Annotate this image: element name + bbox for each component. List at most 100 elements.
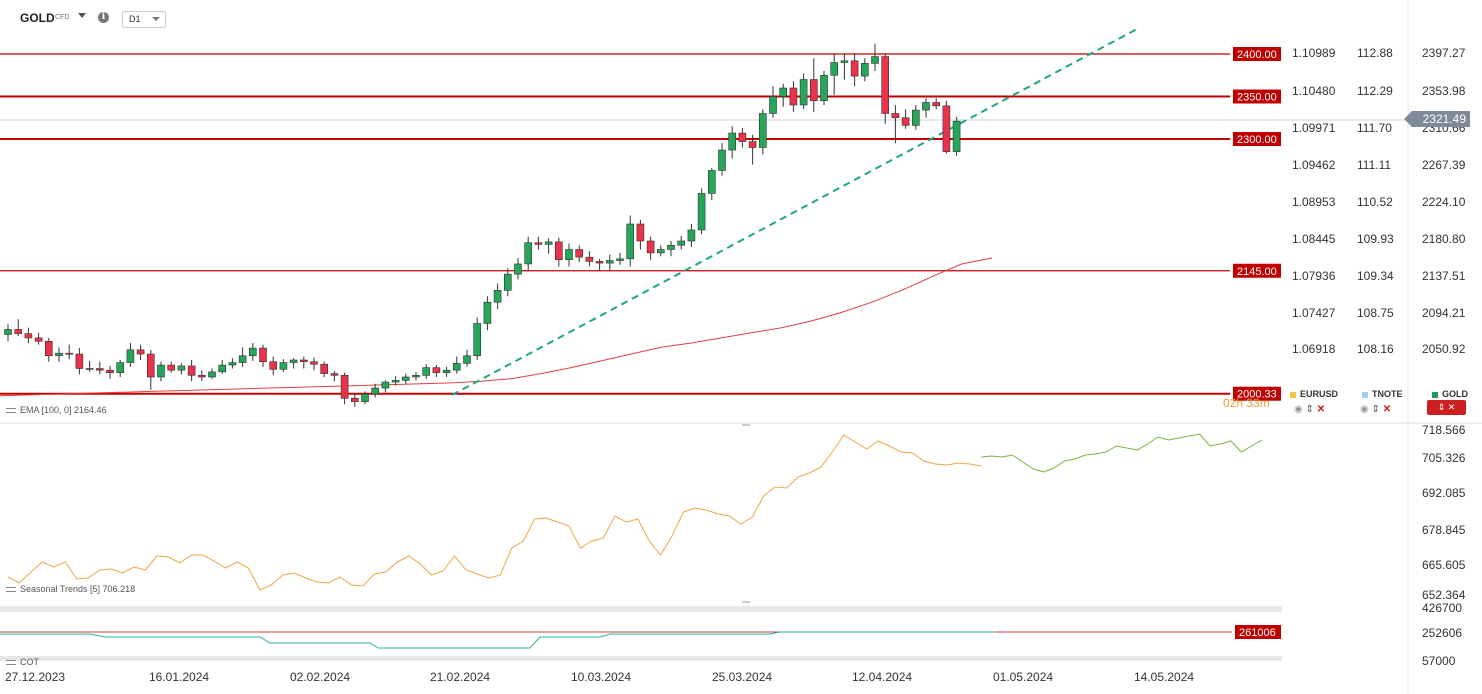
indicator-icon: [6, 587, 16, 593]
date-tick: 14.05.2024: [1134, 670, 1194, 684]
candle: [55, 347, 63, 362]
reorder-icon[interactable]: ⇕: [1437, 402, 1446, 412]
date-tick: 25.03.2024: [712, 670, 772, 684]
candle-body: [636, 223, 645, 242]
candle: [769, 86, 777, 118]
candle: [779, 83, 788, 107]
symbol-name[interactable]: GOLD: [20, 11, 55, 25]
candle-body: [422, 367, 431, 376]
seasonal-legend[interactable]: Seasonal Trends [5] 706.218: [6, 584, 135, 594]
seasonal-tick: 652.364: [1422, 588, 1466, 602]
candle: [687, 224, 696, 247]
candle: [850, 53, 859, 87]
close-icon[interactable]: ✕: [1316, 404, 1326, 415]
date-tick: 01.05.2024: [993, 670, 1053, 684]
candle: [922, 98, 930, 118]
gold-tick: 2224.10: [1422, 195, 1466, 209]
candle-body: [463, 355, 471, 364]
cot-legend[interactable]: COT: [6, 657, 39, 667]
candle-body: [534, 242, 543, 245]
eurusd-tick: 1.07936: [1292, 269, 1336, 283]
candle-body: [707, 170, 716, 194]
candle-body: [299, 359, 308, 362]
candle-body: [340, 374, 349, 399]
candle-body: [249, 347, 257, 357]
horizontal-levels: 2400.00 2350.00 2300.00 2145.00 2000.33: [0, 47, 1281, 401]
candle: [157, 361, 165, 382]
timeframe-value: D1: [129, 14, 141, 24]
cot-line: [0, 631, 995, 649]
candle-timer: 02h 33m: [1223, 396, 1270, 410]
candle: [289, 358, 298, 369]
eye-icon[interactable]: ◉: [1294, 404, 1303, 415]
candle-body: [350, 397, 359, 402]
candle-body: [850, 60, 859, 77]
candle: [228, 358, 237, 369]
tnote-tick: 109.34: [1357, 269, 1394, 283]
candle-body: [96, 368, 104, 371]
level-tag-bg: [1233, 89, 1281, 104]
candle: [299, 356, 308, 369]
candle: [942, 100, 951, 154]
candle: [493, 283, 502, 309]
candle-body: [330, 373, 339, 376]
tnote-controls: ◉ ⇕ ✕: [1360, 404, 1391, 415]
candle: [575, 245, 584, 263]
candle-body: [830, 62, 839, 76]
seasonal-future-line: [981, 433, 1263, 473]
candle: [442, 366, 451, 377]
reorder-icon[interactable]: ⇕: [1305, 404, 1314, 415]
candle-body: [483, 301, 492, 324]
eye-icon[interactable]: ◉: [1360, 404, 1369, 415]
ema-line: [0, 257, 993, 397]
seasonal-past-line: [7, 434, 982, 591]
close-icon[interactable]: ✕: [1447, 402, 1456, 412]
candle-body: [626, 223, 635, 260]
gold-controls[interactable]: ⇕ ✕: [1427, 400, 1466, 415]
candle: [881, 53, 890, 124]
date-tick: 27.12.2023: [5, 670, 65, 684]
candle: [44, 337, 53, 362]
reorder-icon[interactable]: ⇕: [1371, 404, 1380, 415]
candle: [830, 53, 839, 95]
candle-body: [442, 369, 451, 374]
close-icon[interactable]: ✕: [1382, 404, 1392, 415]
ema-legend[interactable]: EMA [100, 0] 2164.46: [6, 405, 107, 415]
candle-body: [646, 240, 655, 254]
price-axes: 1.10989 1.10480 1.09971 1.09462 1.08953 1.084…: [1292, 46, 1466, 356]
symbol-dropdown-icon[interactable]: [78, 13, 86, 18]
candle-body: [493, 289, 502, 303]
candle-body: [820, 74, 828, 102]
current-price-tag: 2321.49: [1404, 111, 1470, 127]
info-icon[interactable]: i: [98, 12, 109, 23]
candle-body: [228, 362, 237, 366]
eurusd-tick: 1.08953: [1292, 195, 1336, 209]
candle: [503, 268, 512, 297]
seasonal-tick: 678.845: [1422, 523, 1466, 537]
candle-body: [126, 349, 135, 363]
candle: [932, 98, 941, 110]
candle: [901, 109, 910, 129]
candle: [218, 360, 226, 374]
cot-panel: 426700 252606 57000 261006: [0, 601, 1462, 668]
candle-body: [769, 96, 777, 114]
candle-body: [932, 102, 941, 107]
scrollbar-track: [0, 606, 1282, 612]
timeframe-select[interactable]: D1: [122, 11, 166, 28]
legend-tnote: TNOTE: [1362, 389, 1403, 399]
candle: [34, 332, 43, 345]
candle-body: [728, 132, 737, 151]
candle-body: [34, 337, 43, 342]
candle: [871, 43, 879, 71]
level-tag-bg: [1233, 47, 1281, 61]
gold-tick: 2353.98: [1422, 84, 1466, 98]
candle: [707, 167, 716, 201]
seasonal-tick: 665.605: [1422, 558, 1466, 572]
candle-body: [667, 244, 675, 250]
candle-body: [279, 362, 288, 370]
eurusd-swatch: [1290, 391, 1296, 398]
candle-body: [371, 387, 380, 395]
candle-body: [952, 120, 961, 153]
candle: [809, 58, 818, 112]
